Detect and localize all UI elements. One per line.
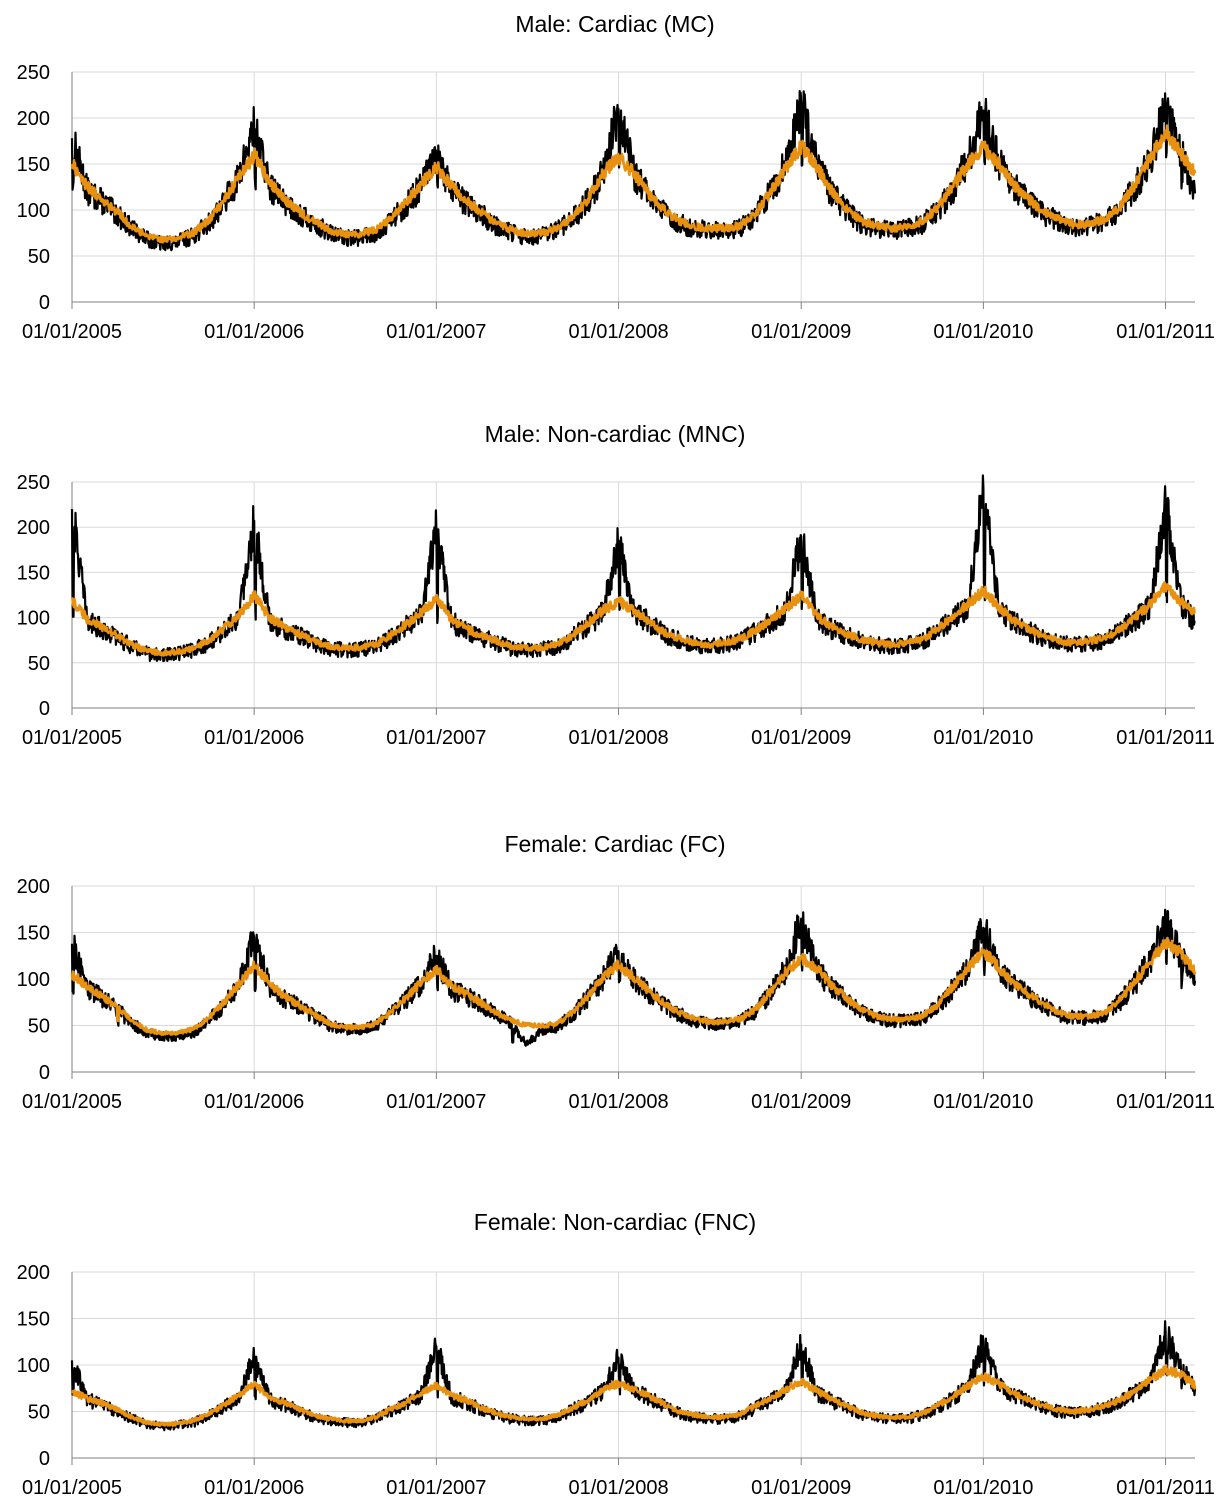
series-line-orange	[70, 1364, 1197, 1427]
y-tick-label: 0	[39, 698, 50, 720]
series-line-orange	[70, 581, 1196, 657]
y-tick-label: 100	[17, 200, 50, 222]
x-tick-label: 01/01/2005	[22, 1477, 122, 1499]
x-tick-label: 01/01/2007	[386, 727, 486, 749]
series-line-orange	[70, 936, 1197, 1036]
x-tick-label: 01/01/2011	[1116, 727, 1215, 749]
chart-title: Male: Non-cardiac (MNC)	[485, 421, 746, 447]
x-tick-label: 01/01/2010	[933, 1091, 1033, 1113]
x-tick-label: 01/01/2009	[751, 727, 851, 749]
y-tick-label: 50	[28, 1016, 50, 1038]
y-tick-label: 150	[17, 1309, 50, 1331]
y-tick-label: 200	[17, 108, 50, 130]
y-tick-label: 50	[28, 653, 50, 675]
x-tick-label: 01/01/2007	[386, 1091, 486, 1113]
y-tick-label: 250	[17, 472, 50, 494]
y-tick-label: 100	[17, 608, 50, 630]
chart-panel-3: Female: Cardiac (FC) 0 50 100 150 200 01/01/20…	[17, 831, 1215, 1113]
x-tick-label: 01/01/2006	[204, 321, 304, 343]
y-tick-label: 150	[17, 923, 50, 945]
x-tick-label: 01/01/2011	[1116, 1091, 1215, 1113]
y-tick-label: 200	[17, 1262, 50, 1284]
y-tick-label: 0	[39, 1062, 50, 1084]
chart-title: Female: Cardiac (FC)	[504, 831, 725, 857]
x-tick-label: 01/01/2006	[204, 1477, 304, 1499]
x-tick-label: 01/01/2005	[22, 1091, 122, 1113]
chart-title: Female: Non-cardiac (FNC)	[474, 1209, 756, 1235]
y-tick-label: 0	[39, 1448, 50, 1470]
x-tick-label: 01/01/2007	[386, 1477, 486, 1499]
x-tick-label: 01/01/2010	[933, 1477, 1033, 1499]
y-tick-label: 150	[17, 154, 50, 176]
y-tick-label: 50	[28, 1402, 50, 1424]
x-tick-label: 01/01/2009	[751, 1477, 851, 1499]
series-line-black	[70, 1320, 1197, 1432]
x-tick-label: 01/01/2010	[933, 727, 1033, 749]
x-tick-label: 01/01/2008	[568, 1477, 668, 1499]
x-tick-label: 01/01/2005	[22, 727, 122, 749]
y-tick-label: 0	[39, 292, 50, 314]
x-tick-label: 01/01/2011	[1116, 321, 1215, 343]
x-tick-label: 01/01/2006	[204, 1091, 304, 1113]
y-tick-label: 100	[17, 1355, 50, 1377]
x-tick-label: 01/01/2010	[933, 321, 1033, 343]
x-tick-label: 01/01/2008	[568, 727, 668, 749]
chart-title: Male: Cardiac (MC)	[515, 11, 714, 37]
series-line-orange	[70, 124, 1197, 244]
chart-panel-1: Male: Cardiac (MC) 0 50 100 150 200 250 01/01/2…	[17, 11, 1215, 343]
chart-panel-4: Female: Non-cardiac (FNC) 0 50 100 150 200 01/…	[17, 1209, 1215, 1499]
series-line-black	[70, 474, 1196, 663]
y-tick-label: 250	[17, 62, 50, 84]
x-tick-label: 01/01/2009	[751, 1091, 851, 1113]
chart-panel-2: Male: Non-cardiac (MNC) 0 50 100 150 200 250 01…	[17, 421, 1215, 749]
y-tick-label: 150	[17, 562, 50, 584]
x-tick-label: 01/01/2008	[568, 1091, 668, 1113]
x-tick-label: 01/01/2005	[22, 321, 122, 343]
x-tick-label: 01/01/2009	[751, 321, 851, 343]
y-tick-label: 200	[17, 876, 50, 898]
x-tick-label: 01/01/2006	[204, 727, 304, 749]
y-tick-label: 100	[17, 969, 50, 991]
y-tick-label: 50	[28, 246, 50, 268]
x-tick-label: 01/01/2011	[1116, 1477, 1215, 1499]
y-tick-label: 200	[17, 517, 50, 539]
x-tick-label: 01/01/2007	[386, 321, 486, 343]
x-tick-label: 01/01/2008	[568, 321, 668, 343]
